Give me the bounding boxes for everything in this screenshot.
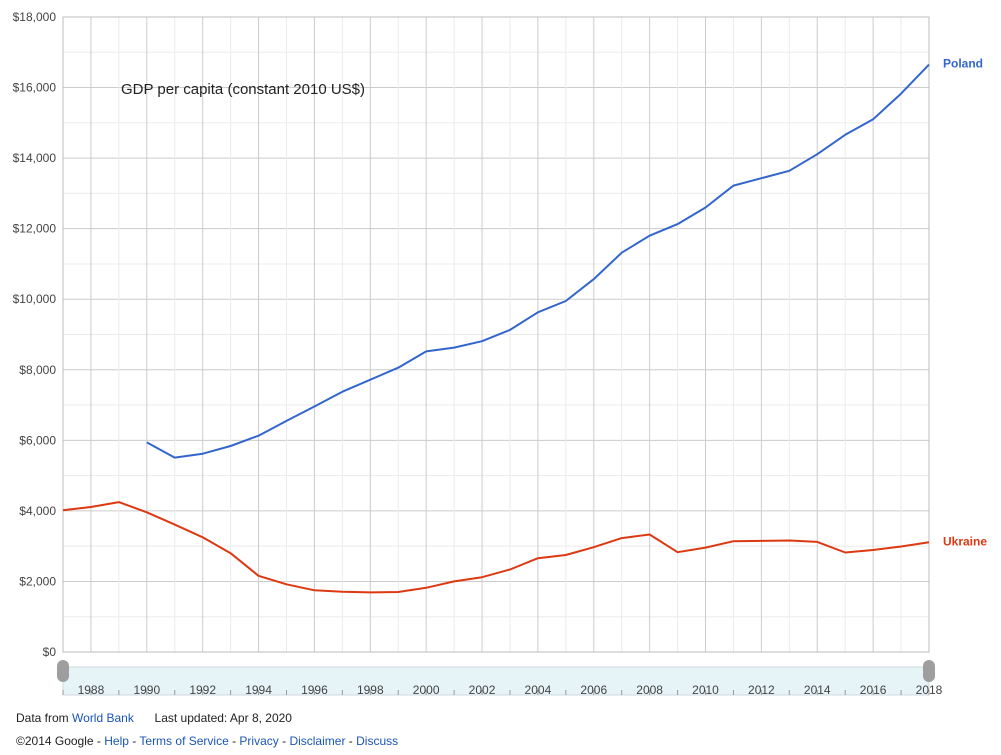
plot-border [62,16,930,653]
series-label-poland: Poland [943,57,983,71]
help-link[interactable]: Help [104,734,129,748]
last-updated-text: Last updated: Apr 8, 2020 [154,711,292,725]
y-tick-label: $2,000 [19,574,56,588]
discuss-link[interactable]: Discuss [356,734,399,748]
x-tick-label: 2008 [636,683,663,697]
y-tick-label: $8,000 [19,363,56,377]
y-tick-label: $10,000 [13,292,57,306]
footer-links: ©2014 Google - Help - Terms of Service -… [16,734,399,748]
y-tick-label: $0 [43,645,57,659]
y-tick-label: $16,000 [13,81,57,95]
series-line-ukraine[interactable] [62,501,930,594]
privacy-link[interactable]: Privacy [239,734,279,748]
y-axis-ticks: $0 $2,000 $4,000 $6,000 $8,000 $10,000 $12,000… [13,10,57,659]
series-line-poland[interactable] [146,63,930,459]
x-tick-label: 1994 [245,683,272,697]
x-tick-label: 2004 [525,683,552,697]
x-tick-label: 2010 [692,683,719,697]
x-tick-label: 2016 [860,683,887,697]
x-tick-label: 1998 [357,683,384,697]
x-tick-label: 2006 [580,683,607,697]
time-scrubber[interactable]: 1988 1990 1992 1994 1996 1998 2000 2002 2004 2006… [57,660,943,697]
x-tick-label: 2014 [804,683,831,697]
gdp-line-chart: $0 $2,000 $4,000 $6,000 $8,000 $10,000 $12,000… [13,10,988,697]
world-bank-link[interactable]: World Bank [72,711,134,725]
y-tick-label: $18,000 [13,10,57,24]
series-lines[interactable] [62,63,930,594]
series-label-ukraine: Ukraine [943,534,987,548]
y-tick-label: $6,000 [19,433,56,447]
x-tick-label: 1996 [301,683,328,697]
scrubber-left-handle[interactable] [57,660,69,682]
x-axis-ticks: 1988 1990 1992 1994 1996 1998 2000 2002 2004 2006… [62,683,943,697]
x-tick-label: 2018 [916,683,943,697]
disclaimer-link[interactable]: Disclaimer [289,734,346,748]
terms-of-service-link[interactable]: Terms of Service [139,734,229,748]
data-from-text: Data from [16,711,69,725]
x-tick-label: 2000 [413,683,440,697]
chart-title: GDP per capita (constant 2010 US$) [121,81,365,98]
x-tick-label: 1988 [78,683,105,697]
x-tick-label: 2012 [748,683,775,697]
series-labels: Poland Ukraine [943,57,987,549]
y-tick-label: $12,000 [13,222,57,236]
x-tick-label: 2002 [469,683,496,697]
scrubber-track[interactable] [62,666,930,696]
scrubber-right-handle[interactable] [923,660,935,682]
y-tick-label: $4,000 [19,504,56,518]
x-tick-label: 1992 [189,683,216,697]
copyright-text: ©2014 Google [16,734,94,748]
footer-source: Data from World Bank Last updated: Apr 8… [16,711,292,725]
x-tick-label: 1990 [133,683,160,697]
y-tick-label: $14,000 [13,151,57,165]
